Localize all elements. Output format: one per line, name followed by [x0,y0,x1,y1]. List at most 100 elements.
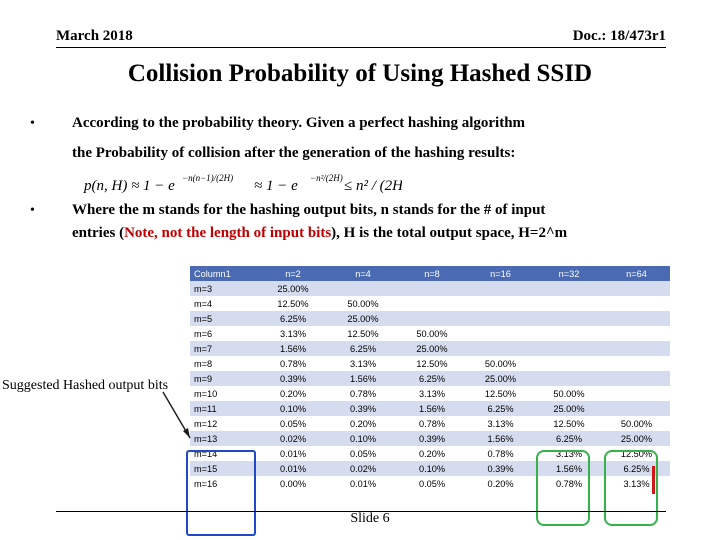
probability-cell: 0.78% [328,386,398,401]
bullet-2-line-1: Where the m stands for the hashing outpu… [72,202,546,218]
probability-cell [603,356,670,371]
probability-cell: 25.00% [535,401,603,416]
bullet-1-line-2: the Probability of collision after the g… [72,145,516,161]
table-row: m=11 0.10% 0.39% 1.56% 6.25% 25.00% [190,401,670,416]
probability-cell: 0.20% [328,416,398,431]
probability-cell: 0.00% [258,476,328,491]
row-label-cell: m=9 [190,371,258,386]
slide-number: Slide 6 [350,511,390,526]
n64-highlight [604,450,658,526]
probability-cell [535,281,603,296]
probability-cell: 0.02% [258,431,328,446]
bullet-2-text-a: entries ( [72,225,125,241]
probability-cell: 0.05% [258,416,328,431]
probability-cell [535,371,603,386]
probability-cell [466,326,535,341]
probability-cell: 0.39% [258,371,328,386]
probability-cell: 0.20% [466,476,535,491]
collision-formula: p(n, H) ≈ 1 − e −n(n−1)/(2H) ≈ 1 − e −n²… [83,173,402,194]
probability-cell: 0.01% [258,446,328,461]
column-header: n=32 [535,266,603,281]
probability-cell [603,311,670,326]
formula-middle: ≈ 1 − e [254,178,298,194]
row-label-cell: m=8 [190,356,258,371]
probability-cell: 25.00% [328,311,398,326]
row-label-cell: m=4 [190,296,258,311]
probability-cell: 12.50% [398,356,466,371]
probability-cell: 1.56% [398,401,466,416]
probability-cell: 50.00% [328,296,398,311]
row-label-cell: m=14 [190,446,258,461]
probability-cell: 6.25% [328,341,398,356]
probability-cell: 25.00% [466,371,535,386]
probability-cell [535,311,603,326]
probability-cell: 0.78% [535,476,603,491]
probability-cell [603,371,670,386]
row-label-cell: m=15 [190,461,258,476]
probability-cell [466,281,535,296]
column-header: n=64 [603,266,670,281]
bullet-2-line-2: entries (Note, not the length of input b… [72,223,682,244]
probability-cell: 25.00% [398,341,466,356]
probability-cell [398,281,466,296]
probability-cell: 6.25% [535,431,603,446]
row-label-cell: m=10 [190,386,258,401]
probability-cell: 3.13% [328,356,398,371]
probability-cell: 1.56% [328,371,398,386]
probability-cell: 50.00% [535,386,603,401]
probability-cell: 0.39% [328,401,398,416]
row-label-cell: m=5 [190,311,258,326]
header-doc-id: Doc.: 18/473r1 [572,28,666,44]
row-label-cell: m=11 [190,401,258,416]
row-label-cell: m=3 [190,281,258,296]
probability-cell: 1.56% [258,341,328,356]
table-row: m=3 25.00% [190,281,670,296]
probability-cell: 1.56% [466,431,535,446]
formula-exponent-2: −n²/(2H) [310,173,343,183]
table-row: m=5 6.25% 25.00% [190,311,670,326]
probability-cell: 0.10% [328,431,398,446]
probability-cell: 25.00% [258,281,328,296]
n32-highlight [536,450,590,526]
probability-cell [535,356,603,371]
probability-cell: 50.00% [466,356,535,371]
probability-cell: 50.00% [603,416,670,431]
probability-cell: 0.05% [398,476,466,491]
red-marker [652,466,655,494]
probability-cell: 0.05% [328,446,398,461]
table-row: m=16 0.00% 0.01% 0.05% 0.20% 0.78% 3.13% [190,476,670,491]
probability-cell [466,311,535,326]
table-row: m=15 0.01% 0.02% 0.10% 0.39% 1.56% 6.25% [190,461,670,476]
table-row: m=9 0.39% 1.56% 6.25% 25.00% [190,371,670,386]
row-label-cell: m=6 [190,326,258,341]
probability-cell: 0.10% [258,401,328,416]
probability-cell [535,296,603,311]
probability-cell: 6.25% [398,371,466,386]
probability-cell: 12.50% [258,296,328,311]
probability-cell [398,296,466,311]
table-row: m=6 3.13% 12.50% 50.00% [190,326,670,341]
probability-cell [603,296,670,311]
probability-cell: 12.50% [466,386,535,401]
probability-cell: 3.13% [258,326,328,341]
probability-cell: 12.50% [328,326,398,341]
formula-exponent-1: −n(n−1)/(2H) [182,173,233,183]
probability-cell: 0.20% [258,386,328,401]
formula-lhs: p(n, H) ≈ 1 − e [83,178,175,194]
column-header: n=4 [328,266,398,281]
table-row: m=14 0.01% 0.05% 0.20% 0.78% 3.13% 12.50% [190,446,670,461]
probability-cell: 0.39% [398,431,466,446]
slide-title: Collision Probability of Using Hashed SS… [127,60,593,87]
table-row: m=10 0.20% 0.78% 3.13% 12.50% 50.00% [190,386,670,401]
probability-cell [603,341,670,356]
probability-cell: 50.00% [398,326,466,341]
probability-cell: 1.56% [535,461,603,476]
suggested-rows-highlight [186,450,256,536]
probability-cell [535,326,603,341]
probability-cell: 0.78% [258,356,328,371]
probability-cell: 12.50% [535,416,603,431]
probability-cell: 0.20% [398,446,466,461]
probability-cell: 0.39% [466,461,535,476]
header-rule [56,47,666,48]
probability-cell [535,341,603,356]
